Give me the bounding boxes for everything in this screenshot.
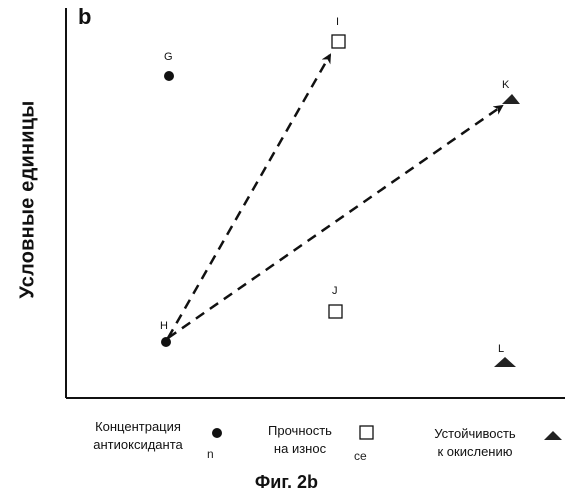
- legend-antioxidant-line2: антиоксиданта: [78, 436, 198, 454]
- legend-antioxidant-fragment: n: [207, 447, 214, 461]
- legend-oxidation: Устойчивость к окислению: [420, 425, 530, 461]
- legend-triangle-marker: [544, 431, 562, 440]
- legend-wear-fragment: ce: [354, 449, 367, 463]
- legend-wear-line1: Прочность: [252, 422, 348, 440]
- legend-wear-line2: на износ: [252, 440, 348, 458]
- legend-oxidation-line1: Устойчивость: [420, 425, 530, 443]
- point-g-label: G: [164, 51, 173, 63]
- legend-antioxidant: Концентрация антиоксиданта: [78, 418, 198, 454]
- legend-antioxidant-line1: Концентрация: [78, 418, 198, 436]
- point-k-marker: [502, 94, 520, 104]
- legend-square-marker: [360, 426, 373, 439]
- legend-oxidation-line2: к окислению: [420, 443, 530, 461]
- point-i-marker: [332, 35, 345, 48]
- point-l-label: L: [498, 343, 504, 355]
- point-g-marker: [164, 71, 174, 81]
- arrow-h-to-i: [168, 55, 330, 338]
- legend-wear: Прочность на износ: [252, 422, 348, 458]
- arrow-h-to-k: [168, 106, 502, 338]
- point-k-label: K: [502, 79, 509, 91]
- figure-caption: Фиг. 2b: [0, 472, 573, 493]
- point-h-label: H: [160, 320, 168, 332]
- point-j-label: J: [332, 285, 338, 297]
- point-l-marker: [494, 357, 516, 367]
- point-h-marker: [161, 337, 171, 347]
- point-i-label: I: [336, 16, 339, 28]
- legend-circle-marker: [212, 428, 222, 438]
- point-j-marker: [329, 305, 342, 318]
